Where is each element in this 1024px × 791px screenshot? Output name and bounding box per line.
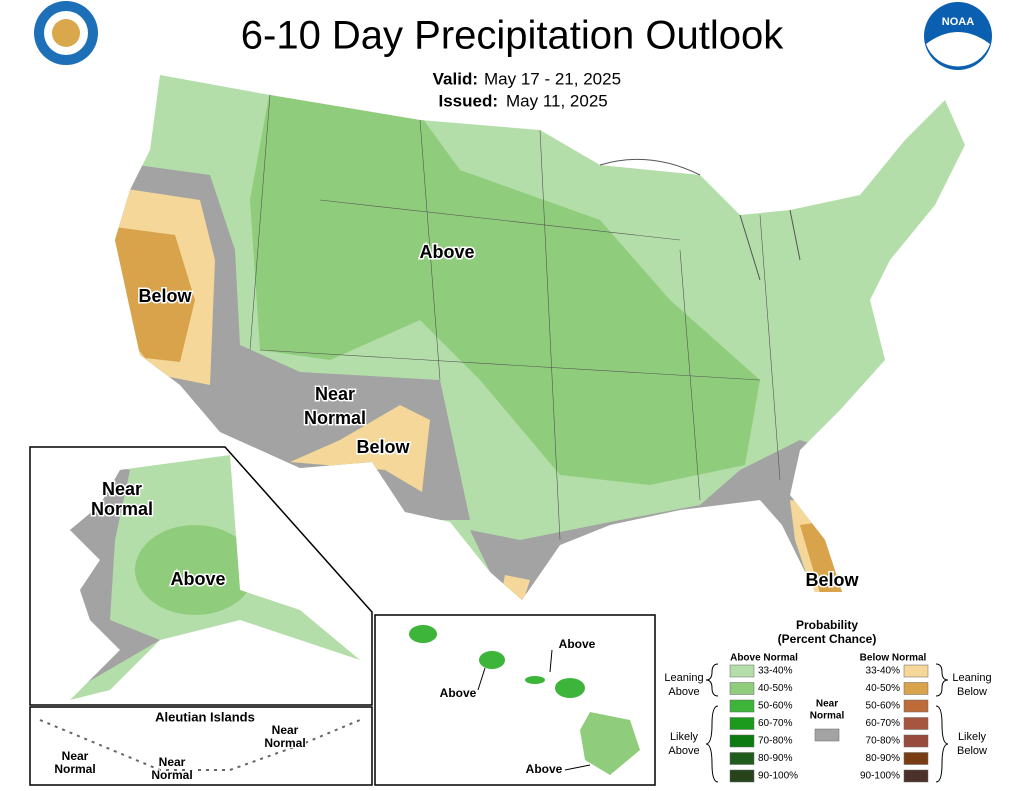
map-label: Near (272, 723, 299, 737)
legend-brace (705, 663, 719, 697)
legend-range: 90-100% (860, 771, 900, 782)
legend-swatch (903, 699, 929, 713)
legend-group: Likely (670, 731, 699, 743)
legend-swatch (729, 717, 755, 730)
legend-range: 33-40% (866, 666, 901, 677)
legend-swatch (903, 752, 929, 765)
map-label: Normal (304, 408, 366, 428)
title: 6-10 Day Precipitation Outlook (241, 14, 785, 58)
map-label: Normal (264, 736, 305, 750)
legend-swatch (903, 682, 929, 695)
legend-group: Above (668, 686, 699, 698)
map-label: Above (170, 569, 225, 589)
legend-header: Above Normal (730, 653, 798, 664)
legend-group: Normal (810, 711, 845, 722)
legend-group: Likely (958, 731, 987, 743)
map-label: Above (526, 762, 563, 776)
logo-doc (34, 1, 98, 65)
legend-swatch (903, 734, 929, 748)
hawaii (409, 625, 640, 775)
issued-date: May 11, 2025 (506, 91, 608, 110)
map-label: Normal (91, 499, 153, 519)
noaa-text: NOAA (942, 16, 974, 28)
legend-swatch (729, 734, 755, 748)
legend-group: Leaning (664, 672, 703, 684)
legend-swatch (903, 717, 929, 730)
map-label: Above (419, 242, 474, 262)
legend-range: 80-90% (758, 753, 793, 764)
legend-range: 80-90% (866, 753, 901, 764)
legend-range: 40-50% (866, 683, 901, 694)
valid-label: Valid: (433, 69, 478, 88)
legend-range: 60-70% (758, 718, 793, 729)
valid-date: May 17 - 21, 2025 (484, 69, 621, 88)
map-label: Above (559, 637, 596, 651)
legend-swatch (814, 728, 840, 742)
legend-range: 33-40% (758, 666, 793, 677)
map-label: Near (102, 479, 142, 499)
map-label: Near (159, 755, 186, 769)
legend-swatch (729, 699, 755, 713)
legend-range: 40-50% (758, 683, 793, 694)
conus (115, 75, 965, 600)
map-label: Above (440, 686, 477, 700)
legend-brace (935, 663, 949, 697)
legend-group: Above (668, 745, 699, 757)
legend-range: 70-80% (866, 736, 901, 747)
logo-noaa: NOAA (924, 2, 992, 70)
map-label: Aleutian Islands (155, 709, 255, 724)
legend-group: Below (957, 686, 987, 698)
legend-swatch (729, 664, 755, 678)
legend-swatch (729, 682, 755, 695)
legend-range: 50-60% (758, 701, 793, 712)
legend-group: Near (816, 699, 838, 710)
legend-swatch (729, 752, 755, 765)
map-label: Below (138, 286, 192, 306)
legend-brace (705, 705, 719, 783)
legend-swatch (903, 664, 929, 678)
map-label: Below (356, 437, 410, 457)
legend-subtitle: (Percent Chance) (778, 632, 877, 646)
map-label: Normal (54, 762, 95, 776)
legend-range: 90-100% (758, 771, 798, 782)
legend-group: Below (957, 745, 987, 757)
legend-swatch (729, 769, 755, 783)
legend-swatch (903, 769, 929, 783)
legend-range: 70-80% (758, 736, 793, 747)
legend-title: Probability (796, 618, 858, 632)
legend-brace (935, 705, 949, 783)
legend-range: 50-60% (866, 701, 901, 712)
inset-frames (29, 446, 656, 786)
legend-header: Below Normal (860, 653, 927, 664)
legend-range: 60-70% (866, 718, 901, 729)
map-label: Normal (151, 768, 192, 782)
map-label: Near (315, 384, 355, 404)
legend-group: Leaning (952, 672, 991, 684)
issued-label: Issued: (438, 91, 498, 110)
map-label: Near (62, 749, 89, 763)
map-label: Below (805, 570, 859, 590)
